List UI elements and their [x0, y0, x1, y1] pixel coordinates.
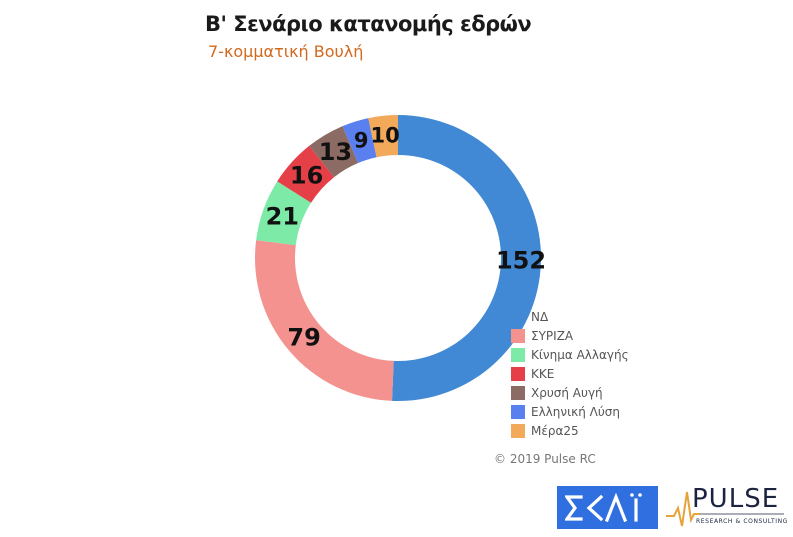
legend-swatch	[511, 366, 525, 381]
pulse-logo-text: PULSE	[692, 484, 780, 514]
slice-4	[277, 145, 335, 203]
legend-label: ΣΥΡΙΖΑ	[531, 328, 574, 343]
chart-legend: ΝΔ ΣΥΡΙΖΑ Κίνημα Αλλαγής ΚΚΕ Χρυσή Αυγή Ελλην…	[511, 307, 629, 440]
slice-5	[309, 126, 359, 178]
legend-item-1: ΝΔ	[511, 307, 629, 326]
pulse-logo: PULSE RESEARCH & CONSULTING	[666, 484, 789, 530]
data-label-6: 9	[354, 129, 369, 153]
data-label-7: 10	[370, 124, 399, 148]
slice-3	[256, 181, 312, 246]
legend-swatch	[511, 423, 525, 438]
data-label-1: 152	[496, 247, 546, 275]
data-label-5: 13	[319, 138, 352, 166]
legend-swatch	[511, 385, 525, 400]
legend-item-6: Ελληνική Λύση	[511, 402, 629, 421]
skai-logo-mark	[564, 492, 642, 522]
legend-label: Χρυσή Αυγή	[531, 385, 603, 400]
skai-logo	[557, 486, 658, 529]
slice-6	[342, 118, 377, 164]
legend-item-2: ΣΥΡΙΖΑ	[511, 326, 629, 345]
slice-2	[254, 240, 394, 401]
slice-1	[392, 115, 542, 402]
legend-swatch	[511, 328, 525, 343]
legend-label: ΚΚΕ	[531, 366, 555, 381]
data-label-2: 79	[287, 323, 320, 351]
pulse-logo-tagline: RESEARCH & CONSULTING	[696, 518, 789, 525]
legend-item-4: ΚΚΕ	[511, 364, 629, 383]
slice-7	[368, 115, 398, 158]
legend-label: Ελληνική Λύση	[531, 404, 621, 419]
legend-item-7: Μέρα25	[511, 421, 629, 440]
legend-swatch	[511, 347, 525, 362]
legend-swatch	[511, 404, 525, 419]
pulse-wave-icon	[666, 491, 784, 527]
legend-item-3: Κίνημα Αλλαγής	[511, 345, 629, 364]
copyright-notice: © 2019 Pulse RC	[494, 452, 596, 466]
data-label-4: 16	[290, 162, 323, 190]
chart-subtitle: 7-κομματική Βουλή	[208, 42, 364, 61]
legend-label: Κίνημα Αλλαγής	[531, 347, 629, 362]
legend-label: Μέρα25	[531, 423, 579, 438]
data-label-3: 21	[266, 202, 299, 230]
legend-label: ΝΔ	[531, 309, 549, 324]
chart-title: Β' Σενάριο κατανομής εδρών	[205, 12, 532, 36]
legend-swatch	[511, 309, 525, 324]
legend-item-5: Χρυσή Αυγή	[511, 383, 629, 402]
